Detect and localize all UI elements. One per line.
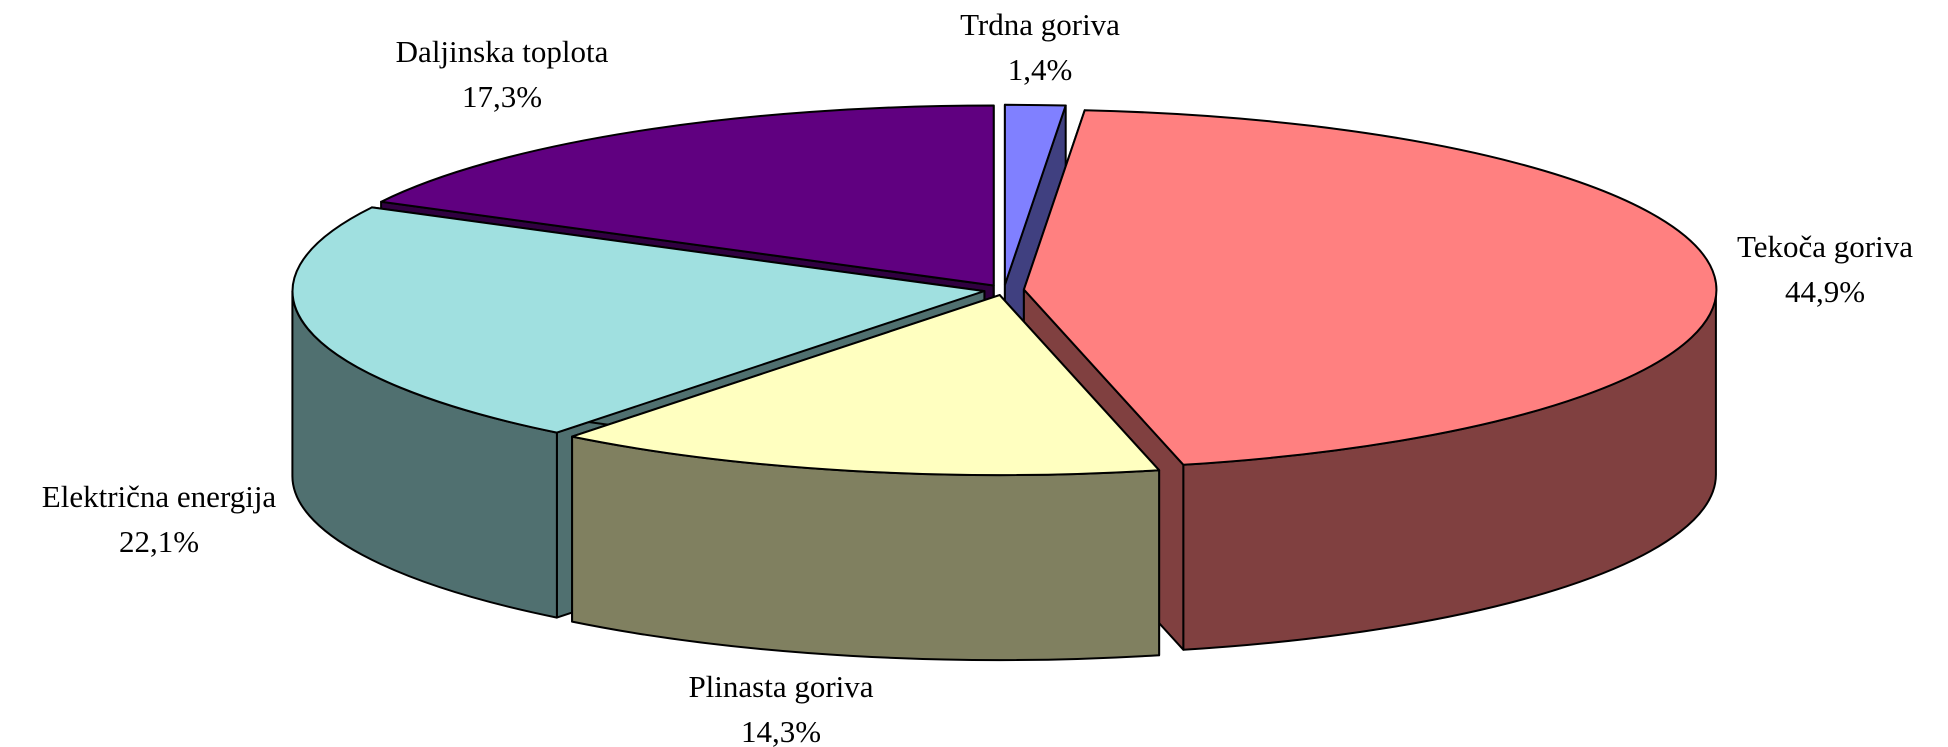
slice-label: Trdna goriva	[960, 7, 1120, 42]
slice-value-label: 44,9%	[1785, 274, 1865, 309]
slice-value-label: 14,3%	[741, 714, 821, 747]
slice	[380, 104, 995, 287]
slice	[1003, 103, 1067, 286]
slice-label: Plinasta goriva	[688, 669, 873, 704]
slice-value-label: 1,4%	[1008, 52, 1073, 87]
slice	[1022, 109, 1718, 466]
slice-value-label: 22,1%	[119, 524, 199, 559]
slice	[291, 206, 986, 434]
slice-value-label: 17,3%	[462, 79, 542, 114]
slice-label: Električna energija	[42, 479, 277, 514]
slice-label: Tekoča goriva	[1737, 229, 1913, 264]
slice	[571, 294, 1161, 477]
slice-label: Daljinska toplota	[396, 34, 609, 69]
